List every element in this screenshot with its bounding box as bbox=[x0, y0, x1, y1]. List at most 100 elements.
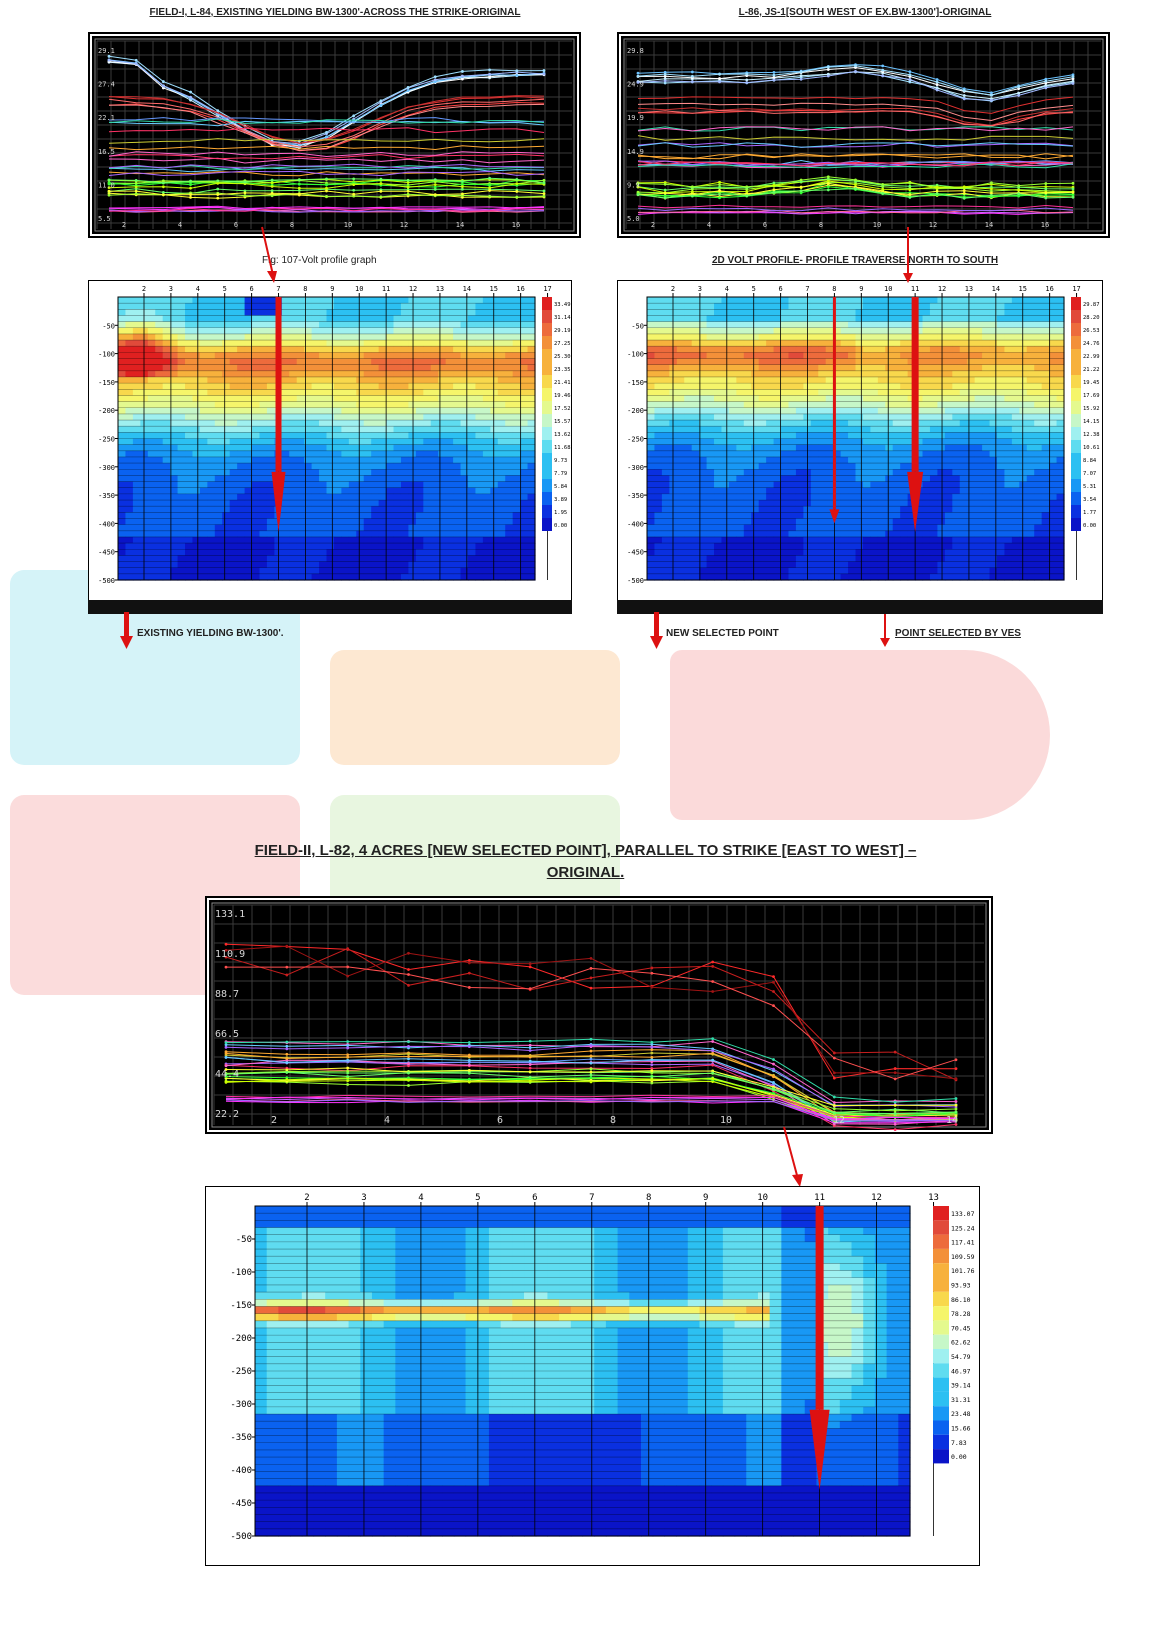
contour-cell bbox=[728, 376, 737, 384]
contour-cell bbox=[132, 512, 141, 520]
contour-cell bbox=[199, 555, 208, 563]
contour-cell bbox=[706, 426, 715, 433]
contour-cell bbox=[348, 487, 357, 495]
contour-cell bbox=[363, 469, 372, 477]
contour-cell bbox=[177, 469, 186, 477]
contour-cell bbox=[453, 303, 462, 310]
contour-cell bbox=[505, 506, 514, 513]
contour-cell bbox=[333, 512, 342, 520]
contour-cell bbox=[833, 420, 842, 427]
contour-cell bbox=[833, 370, 842, 378]
contour-cell bbox=[982, 346, 991, 353]
contour-cell bbox=[371, 469, 380, 477]
contour-cell bbox=[751, 333, 760, 341]
contour-cell bbox=[1041, 426, 1050, 433]
contour-cell bbox=[177, 555, 186, 563]
legend-swatch bbox=[542, 310, 552, 323]
data-point bbox=[270, 181, 274, 185]
contour-cell bbox=[259, 512, 268, 520]
contour-cell bbox=[304, 413, 313, 421]
panel-inner-border bbox=[94, 38, 575, 232]
contour-cell bbox=[423, 438, 432, 446]
contour-cell bbox=[386, 426, 395, 433]
contour-cell bbox=[207, 555, 216, 563]
contour-cell bbox=[266, 543, 275, 550]
contour-cell bbox=[229, 469, 238, 477]
contour-cell bbox=[252, 407, 261, 415]
contour-cell bbox=[229, 456, 238, 464]
contour-cell bbox=[319, 493, 328, 501]
contour-cell bbox=[475, 352, 484, 360]
contour-cell bbox=[1026, 327, 1035, 335]
contour-cell bbox=[684, 346, 693, 353]
contour-cell bbox=[989, 352, 998, 360]
contour-cell bbox=[1019, 426, 1028, 433]
contour-cell bbox=[244, 389, 253, 397]
contour-cell bbox=[244, 512, 253, 520]
contour-cell bbox=[944, 376, 953, 384]
contour-cell bbox=[781, 352, 790, 360]
contour-cell bbox=[654, 370, 663, 378]
contour-cell bbox=[304, 500, 313, 507]
contour-cell bbox=[296, 346, 305, 353]
contour-cell bbox=[795, 407, 804, 415]
contour-cell bbox=[326, 321, 335, 329]
contour-cell bbox=[386, 512, 395, 520]
contour-cell bbox=[1056, 413, 1065, 421]
contour-cell bbox=[1041, 340, 1050, 347]
contour-cell bbox=[788, 456, 797, 464]
contour-cell bbox=[512, 561, 521, 569]
contour-cell bbox=[810, 450, 819, 458]
contour-cell bbox=[118, 469, 127, 477]
contour-cell bbox=[967, 401, 976, 409]
contour-cell bbox=[714, 370, 723, 378]
contour-cell bbox=[192, 555, 201, 563]
contour-cell bbox=[244, 463, 253, 470]
contour-cell bbox=[840, 352, 849, 360]
contour-cell bbox=[691, 426, 700, 433]
contour-cell bbox=[773, 303, 782, 310]
contour-cell bbox=[661, 327, 670, 335]
data-point bbox=[216, 179, 220, 183]
contour-cell bbox=[766, 346, 775, 353]
contour-cell bbox=[125, 426, 134, 433]
contour-cell bbox=[721, 327, 730, 335]
contour-cell bbox=[460, 297, 469, 304]
contour-cell bbox=[982, 358, 991, 366]
contour-cell bbox=[222, 364, 231, 372]
contour-cell bbox=[319, 309, 328, 317]
contour-cell bbox=[393, 346, 402, 353]
data-point bbox=[352, 181, 356, 185]
contour-cell bbox=[788, 450, 797, 458]
contour-cell bbox=[326, 383, 335, 390]
contour-cell bbox=[1049, 407, 1058, 415]
contour-cell bbox=[654, 389, 663, 397]
series-line bbox=[637, 210, 1074, 215]
contour-cell bbox=[341, 506, 350, 513]
contour-cell bbox=[341, 395, 350, 403]
contour-cell bbox=[959, 297, 968, 304]
series-line bbox=[637, 142, 1074, 148]
contour-cell bbox=[296, 358, 305, 366]
contour-cell bbox=[214, 358, 223, 366]
contour-cell bbox=[430, 506, 439, 513]
contour-cell bbox=[177, 438, 186, 446]
contour-cell bbox=[1019, 370, 1028, 378]
contour-cell bbox=[400, 450, 410, 458]
contour-cell bbox=[199, 395, 208, 403]
contour-cell bbox=[512, 475, 521, 483]
x-tick-label: 12 bbox=[400, 221, 408, 229]
contour-cell bbox=[371, 506, 380, 513]
contour-cell bbox=[1026, 333, 1035, 341]
contour-cell bbox=[1056, 315, 1065, 323]
contour-cell bbox=[304, 358, 313, 366]
contour-cell bbox=[929, 303, 939, 310]
contour-cell bbox=[490, 352, 499, 360]
data-point bbox=[962, 191, 966, 195]
contour-cell bbox=[922, 413, 931, 421]
contour-cell bbox=[147, 518, 156, 526]
contour-cell bbox=[177, 315, 186, 323]
contour-cell bbox=[654, 426, 663, 433]
contour-cell bbox=[751, 401, 760, 409]
contour-cell bbox=[758, 438, 767, 446]
